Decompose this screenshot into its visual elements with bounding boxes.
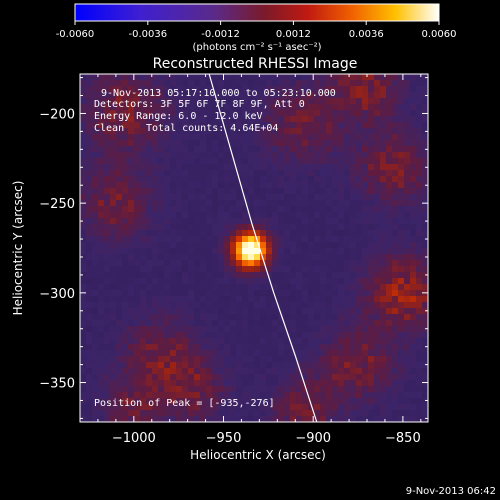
y-tick-label: −250 <box>39 197 75 212</box>
x-tick-label: −850 <box>385 431 421 446</box>
colorbar-tick-label: 0.0012 <box>276 29 311 40</box>
colorbar-tick-label: -0.0012 <box>201 29 240 40</box>
y-tick-label: −300 <box>39 287 75 302</box>
x-tick-label: −900 <box>295 431 331 446</box>
energy-range-text: Energy Range: 6.0 - 12.0 keV <box>94 111 263 122</box>
colorbar-tick-label: -0.0036 <box>128 29 167 40</box>
chart-title: Reconstructed RHESSI Image <box>153 56 358 72</box>
total-counts-text: Total counts: 4.64E+04 <box>146 123 278 134</box>
timestamp: 9-Nov-2013 06:42 <box>406 486 496 497</box>
colorbar-unit-label: (photons cm⁻² s⁻¹ asec⁻²) <box>192 42 321 53</box>
x-axis-label: Heliocentric X (arcsec) <box>190 448 326 462</box>
colorbar-tick-label: -0.0060 <box>56 29 95 40</box>
time-range-text: 9-Nov-2013 05:17:10.000 to 05:23:10.000 <box>101 88 336 99</box>
x-tick-label: −1000 <box>112 431 156 446</box>
y-tick-label: −200 <box>39 107 75 122</box>
plot-frame <box>79 73 429 423</box>
solar-limb-curve <box>208 74 318 422</box>
x-tick-label: −950 <box>206 431 242 446</box>
colorbar-ticks: -0.0060 -0.0036 -0.0012 0.0012 0.0036 0.0060 <box>56 21 457 40</box>
y-axis-label: Heliocentric Y (arcsec) <box>11 181 25 316</box>
y-tick-label: −350 <box>39 377 75 392</box>
heatmap-image <box>80 74 428 422</box>
colorbar-tick-label: 0.0060 <box>422 29 457 40</box>
colorbar <box>74 3 440 22</box>
axis-ticks: −1000 −950 −900 −850 −200 −250 −300 −350 <box>39 74 428 446</box>
detectors-text: Detectors: 3F 5F 6F 7F 8F 9F, Att 0 <box>94 99 305 110</box>
method-text: Clean <box>94 123 124 134</box>
colorbar-tick-label: 0.0036 <box>349 29 384 40</box>
peak-position-text: Position of Peak = [-935,-276] <box>94 398 275 409</box>
